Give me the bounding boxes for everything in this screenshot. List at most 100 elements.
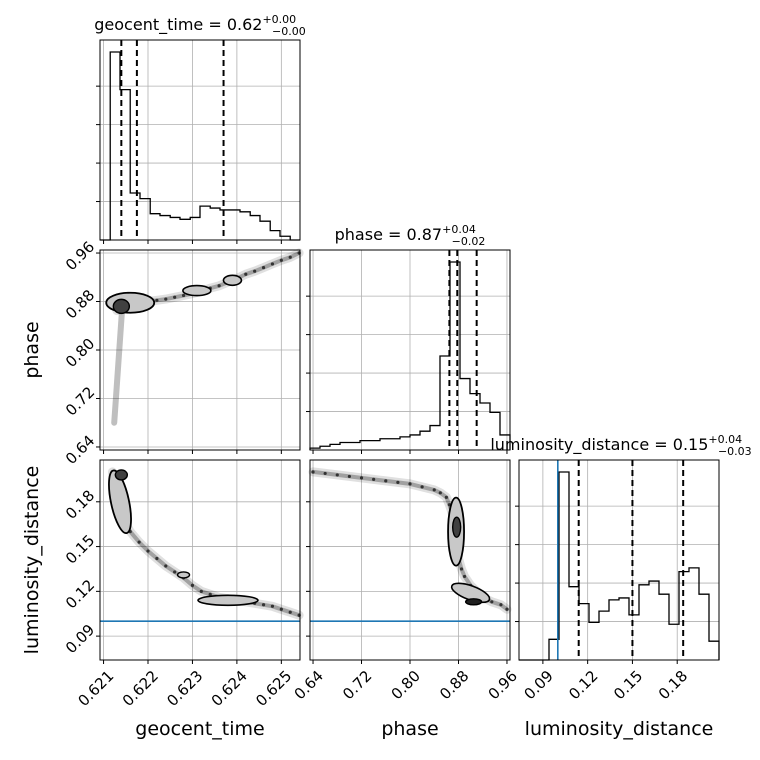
contour-inner [112, 298, 131, 315]
y-tick-label: 0.80 [62, 335, 98, 371]
sample-point [164, 564, 168, 568]
sample-point [173, 570, 177, 574]
sample-point [244, 272, 248, 276]
hist-panel-luminosity_distance [515, 459, 720, 664]
sample-point [217, 284, 221, 288]
sample-point [279, 607, 283, 611]
sample-point [372, 477, 376, 482]
panel-background [519, 460, 719, 660]
x-tick-label: 0.624 [208, 667, 251, 710]
y-tick-label: 0.72 [62, 383, 98, 419]
sample-point [499, 603, 503, 607]
sample-point [199, 589, 203, 593]
contour-outer [182, 284, 212, 297]
sample-point [438, 491, 442, 495]
y-tick-label: 0.09 [62, 621, 98, 657]
sample-point [444, 495, 448, 499]
y-tick-label: 0.96 [62, 238, 98, 274]
sample-point [462, 574, 467, 579]
panel-border [309, 459, 511, 661]
contour-outer [197, 594, 259, 607]
sample-point [396, 480, 400, 484]
x-tick-label: 0.625 [252, 667, 295, 710]
sample-point [335, 473, 339, 477]
sample-point [323, 471, 327, 476]
scatter-panel-luminosity_distance-vs-phase [306, 459, 512, 664]
x-tick-label: 0.96 [485, 667, 521, 703]
y-tick-label: 0.88 [62, 286, 98, 322]
panel-title: phase = 0.87+0.04 −0.02 [335, 223, 486, 248]
contour-outer [108, 469, 132, 535]
y-tick-label: 0.12 [62, 576, 98, 612]
density-tail [111, 304, 126, 426]
sample-point [173, 295, 177, 299]
x-tick-label: 0.18 [655, 667, 691, 703]
x-tick-label: 0.80 [388, 667, 424, 703]
sample-point [261, 603, 266, 607]
sample-point [384, 479, 388, 483]
contour-inner [114, 469, 129, 481]
sample-point [459, 567, 464, 571]
panel-background [100, 460, 300, 660]
sample-point [253, 269, 257, 273]
sample-point [155, 556, 159, 561]
sample-point [137, 540, 141, 544]
x-axis-label: luminosity_distance [525, 718, 714, 740]
panel-border [309, 249, 511, 451]
panel-border [99, 39, 301, 241]
sample-point [279, 258, 283, 262]
y-tick-label: 0.64 [62, 432, 98, 468]
x-tick-label: 0.09 [520, 667, 556, 703]
y-axis-label: luminosity_distance [21, 466, 43, 655]
sample-point [190, 583, 195, 587]
y-tick-label: 0.18 [62, 486, 98, 522]
x-tick-label: 0.15 [610, 667, 646, 703]
sample-point [347, 474, 351, 479]
x-tick-label: 0.622 [119, 667, 162, 710]
sample-point [146, 549, 150, 553]
panel-border [518, 459, 720, 661]
sample-point [164, 297, 168, 301]
x-tick-label: 0.12 [565, 667, 601, 703]
sample-point [432, 488, 436, 492]
sample-point [505, 607, 509, 611]
contour-inner [451, 516, 462, 538]
contour-outer [176, 571, 191, 579]
sample-point [270, 604, 275, 608]
histogram-phase [309, 261, 511, 450]
scatter-panel-luminosity_distance-vs-geocent_time [96, 459, 304, 664]
contour-outer [105, 291, 156, 314]
contour-outer [222, 274, 243, 287]
sample-point [155, 298, 159, 302]
panel-title: geocent_time = 0.62+0.00 −0.00 [94, 13, 305, 38]
sample-point [288, 610, 292, 614]
histogram-geocent_time [100, 51, 300, 241]
sample-point [311, 470, 315, 474]
x-axis-label: geocent_time [135, 718, 264, 740]
sample-point [359, 476, 364, 480]
x-tick-label: 0.72 [339, 667, 375, 703]
panel-title: luminosity_distance = 0.15+0.04 −0.03 [490, 433, 751, 458]
x-tick-label: 0.64 [291, 667, 327, 703]
x-tick-label: 0.621 [74, 667, 117, 710]
sample-point [490, 600, 494, 604]
sample-point [288, 255, 292, 259]
x-axis-label: phase [381, 718, 438, 740]
y-tick-label: 0.15 [62, 531, 98, 567]
sample-point [408, 482, 412, 486]
scatter-panel-phase-vs-geocent_time [96, 248, 304, 454]
hist-panel-geocent_time [96, 39, 301, 244]
panel-border [99, 459, 301, 661]
x-tick-label: 0.88 [436, 667, 472, 703]
hist-panel-phase [306, 249, 511, 454]
sample-point [181, 293, 186, 298]
panel-border [99, 249, 301, 451]
y-axis-label: phase [21, 321, 43, 378]
sample-point [208, 592, 212, 596]
sample-point [270, 262, 275, 266]
x-tick-label: 0.623 [163, 667, 206, 710]
sample-point [420, 485, 424, 489]
histogram-luminosity_distance [519, 471, 720, 661]
contour-inner [464, 598, 483, 606]
